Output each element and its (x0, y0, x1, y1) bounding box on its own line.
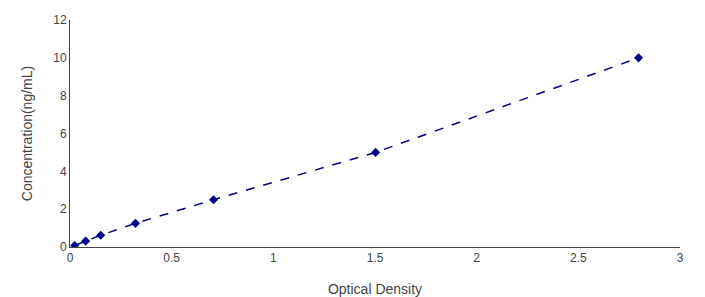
svg-text:1: 1 (270, 251, 277, 265)
svg-text:0: 0 (67, 251, 74, 265)
svg-text:Concentration(ng/mL): Concentration(ng/mL) (19, 66, 35, 201)
svg-text:3: 3 (677, 251, 684, 265)
svg-text:10: 10 (53, 51, 67, 65)
svg-text:4: 4 (60, 165, 67, 179)
svg-text:8: 8 (60, 89, 67, 103)
svg-text:2: 2 (473, 251, 480, 265)
svg-text:1.5: 1.5 (367, 251, 384, 265)
svg-text:0.5: 0.5 (163, 251, 180, 265)
svg-text:0: 0 (60, 240, 67, 254)
svg-text:2: 2 (60, 202, 67, 216)
svg-text:12: 12 (53, 13, 67, 27)
svg-text:2.5: 2.5 (570, 251, 587, 265)
svg-text:Optical Density: Optical Density (328, 281, 422, 297)
svg-text:6: 6 (60, 127, 67, 141)
